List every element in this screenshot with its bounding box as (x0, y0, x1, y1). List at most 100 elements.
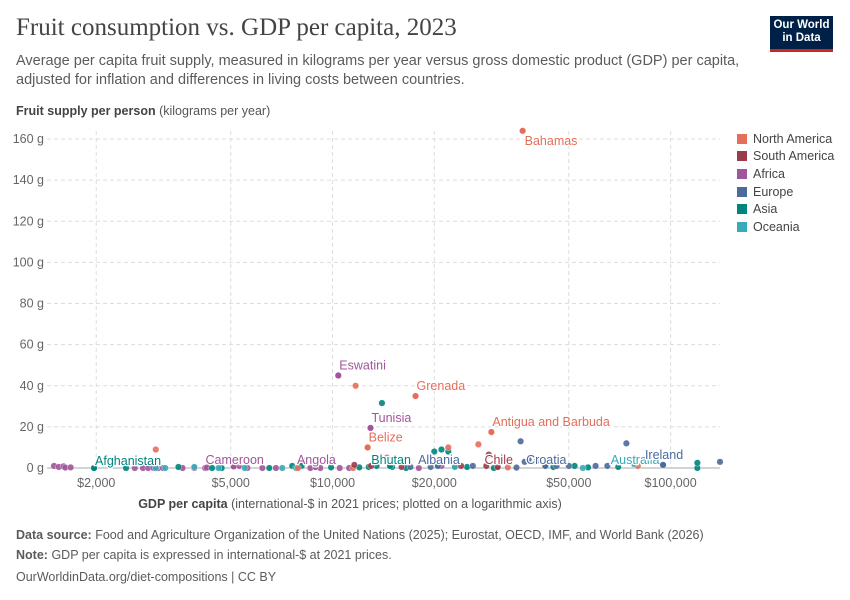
data-point[interactable] (415, 464, 423, 472)
data-point[interactable] (190, 463, 198, 471)
point-label: Croatia (526, 453, 566, 467)
data-point-afghanistan[interactable] (90, 464, 98, 472)
data-point[interactable] (504, 463, 512, 471)
x-tick-label: $5,000 (212, 476, 250, 490)
legend-label: North America (753, 131, 833, 146)
data-point-tunisia[interactable] (366, 424, 374, 432)
data-point[interactable] (398, 463, 406, 471)
y-axis-label-bold: Fruit supply per person (16, 104, 156, 118)
data-point-belize[interactable] (364, 443, 372, 451)
x-tick-label: $100,000 (645, 476, 697, 490)
data-point[interactable] (469, 462, 477, 470)
legend-item-europe[interactable]: Europe (737, 183, 834, 201)
data-point[interactable] (327, 463, 335, 471)
data-point[interactable] (517, 437, 525, 445)
legend-item-south-america[interactable]: South America (737, 148, 834, 166)
note-label: Note: (16, 548, 48, 562)
data-point[interactable] (406, 463, 414, 471)
y-axis-label: Fruit supply per person (kilograms per y… (16, 104, 270, 118)
data-point[interactable] (482, 462, 490, 470)
data-point[interactable] (427, 463, 435, 471)
data-point[interactable] (553, 462, 561, 470)
legend-item-africa[interactable]: Africa (737, 165, 834, 183)
data-point[interactable] (367, 462, 375, 470)
data-point[interactable] (131, 464, 139, 472)
data-point-angola[interactable] (311, 463, 319, 471)
note: Note: GDP per capita is expressed in int… (16, 548, 392, 562)
data-point[interactable] (174, 463, 182, 471)
data-point[interactable] (579, 464, 587, 472)
data-point-chile[interactable] (494, 463, 502, 471)
legend-label: South America (753, 149, 835, 164)
data-point[interactable] (294, 464, 302, 472)
data-point-eswatini[interactable] (334, 371, 342, 379)
y-tick-label: 160 g (13, 132, 44, 146)
data-point[interactable] (152, 464, 160, 472)
data-point[interactable] (265, 464, 273, 472)
data-point-albania[interactable] (434, 462, 442, 470)
point-label: Albania (418, 453, 460, 467)
data-point[interactable] (592, 462, 600, 470)
legend-label: Europe (753, 184, 794, 199)
data-point[interactable] (512, 464, 520, 472)
point-label: Bahamas (525, 134, 578, 148)
data-point[interactable] (278, 464, 286, 472)
legend-swatch (737, 221, 747, 232)
data-point-croatia[interactable] (541, 462, 549, 470)
legend-item-oceania[interactable]: Oceania (737, 218, 834, 236)
data-point[interactable] (716, 458, 724, 466)
owid-logo[interactable]: Our World in Data (770, 16, 833, 52)
data-point-ireland[interactable] (659, 461, 667, 469)
point-label: Eswatini (339, 358, 386, 372)
source-label: Data source: (16, 528, 92, 542)
data-point[interactable] (622, 439, 630, 447)
note-text: GDP per capita is expressed in internati… (51, 548, 392, 562)
source-link[interactable]: OurWorldinData.org/diet-compositions | C… (16, 570, 277, 584)
legend-item-asia[interactable]: Asia (737, 200, 834, 218)
data-point[interactable] (215, 464, 223, 472)
legend-item-north-america[interactable]: North America (737, 130, 834, 148)
data-point[interactable] (383, 454, 391, 462)
data-point[interactable] (241, 464, 249, 472)
point-label: Bhutan (371, 453, 411, 467)
data-point[interactable] (378, 399, 386, 407)
data-point-cameroon[interactable] (230, 462, 238, 470)
y-tick-label: 60 g (20, 338, 44, 352)
data-point[interactable] (272, 464, 280, 472)
data-point[interactable] (67, 463, 75, 471)
data-point[interactable] (352, 382, 360, 390)
y-axis-label-unit: (kilograms per year) (159, 104, 271, 118)
data-point-antigua-and-barbuda[interactable] (487, 428, 495, 436)
data-point[interactable] (474, 440, 482, 448)
data-point[interactable] (565, 462, 573, 470)
data-point[interactable] (485, 451, 493, 459)
data-point[interactable] (437, 445, 445, 453)
x-axis-label: GDP per capita (international-$ in 2021 … (0, 497, 775, 511)
data-point[interactable] (614, 463, 622, 471)
y-tick-label: 0 g (27, 461, 44, 475)
data-point[interactable] (430, 448, 438, 456)
data-point-bhutan[interactable] (386, 462, 394, 470)
data-point[interactable] (258, 464, 266, 472)
data-point[interactable] (532, 458, 540, 466)
data-point[interactable] (603, 462, 611, 470)
data-point[interactable] (457, 462, 465, 470)
data-point[interactable] (463, 463, 471, 471)
data-point-grenada[interactable] (412, 392, 420, 400)
data-point-bahamas[interactable] (519, 127, 527, 135)
data-point[interactable] (693, 459, 701, 467)
data-point[interactable] (336, 464, 344, 472)
point-label: Afghanistan (95, 454, 161, 468)
data-point[interactable] (525, 456, 533, 464)
point-label: Australia (611, 453, 660, 467)
x-tick-label: $50,000 (546, 476, 591, 490)
data-point-australia[interactable] (630, 460, 638, 468)
data-point[interactable] (152, 445, 160, 453)
data-point[interactable] (122, 464, 130, 472)
x-axis-label-unit: (international-$ in 2021 prices; plotted… (231, 497, 562, 511)
data-point[interactable] (161, 464, 169, 472)
data-point[interactable] (444, 443, 452, 451)
data-point[interactable] (350, 461, 358, 469)
point-label: Tunisia (371, 411, 411, 425)
